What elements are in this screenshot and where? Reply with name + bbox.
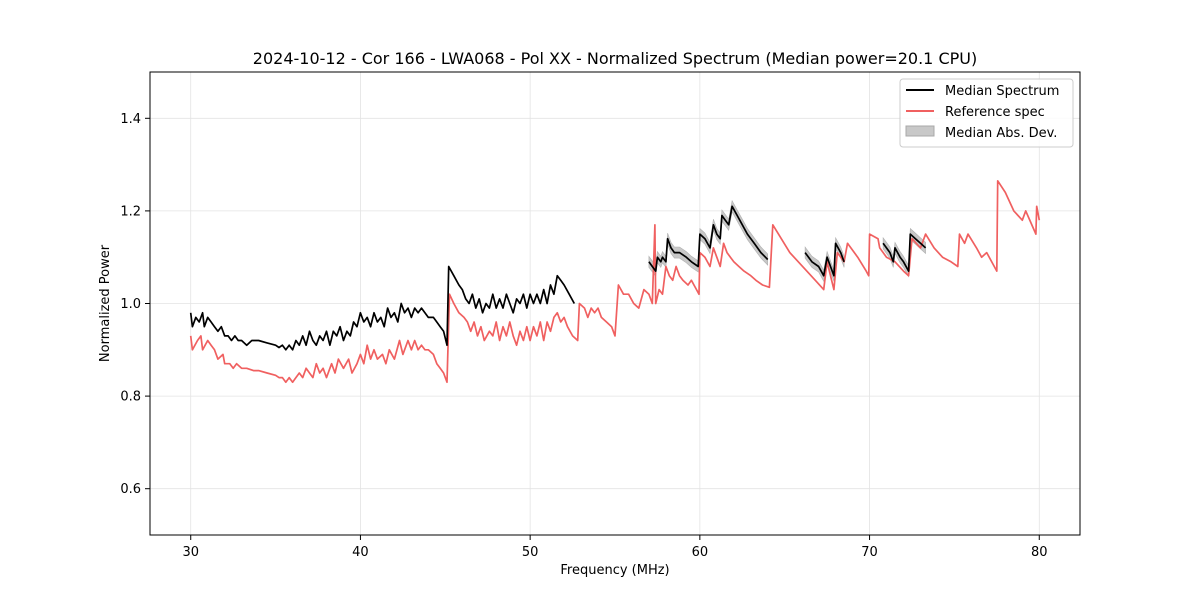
x-tick-label: 70 bbox=[861, 545, 878, 560]
y-tick-label: 1.0 bbox=[120, 297, 141, 312]
x-tick-label: 60 bbox=[692, 545, 709, 560]
y-tick-label: 1.4 bbox=[120, 112, 141, 127]
x-tick-label: 40 bbox=[352, 545, 369, 560]
legend-label-mad-band: Median Abs. Dev. bbox=[945, 126, 1057, 141]
x-axis-label: Frequency (MHz) bbox=[560, 563, 669, 578]
legend-swatch-mad-band bbox=[905, 125, 935, 137]
median-spectrum-line bbox=[804, 242, 845, 277]
median-spectrum-line bbox=[882, 233, 927, 272]
y-axis-label: Normalized Power bbox=[98, 244, 113, 362]
x-tick-label: 50 bbox=[522, 545, 539, 560]
y-tick-label: 0.6 bbox=[120, 482, 141, 497]
tick-layer: 30 40 50 60 70 80 0.6 0.8 1.0 1.2 1.4 bbox=[120, 112, 1047, 560]
median-spectrum-line bbox=[189, 265, 576, 351]
legend-label-reference-spec: Reference spec bbox=[945, 105, 1045, 120]
series-layer bbox=[189, 179, 1041, 384]
y-tick-label: 1.2 bbox=[120, 204, 141, 219]
x-tick-label: 30 bbox=[182, 545, 199, 560]
legend-box bbox=[899, 78, 1074, 148]
median-spectrum-line bbox=[648, 205, 769, 272]
reference-spec-line bbox=[189, 179, 1041, 384]
y-tick-label: 0.8 bbox=[120, 390, 141, 405]
x-tick-label: 80 bbox=[1031, 545, 1048, 560]
mad-band-segment bbox=[648, 199, 769, 278]
chart-title: 2024-10-12 - Cor 166 - LWA068 - Pol XX -… bbox=[253, 49, 977, 68]
legend: Median Spectrum Reference spec Median Ab… bbox=[899, 78, 1074, 148]
legend-label-median-spectrum: Median Spectrum bbox=[945, 84, 1059, 99]
